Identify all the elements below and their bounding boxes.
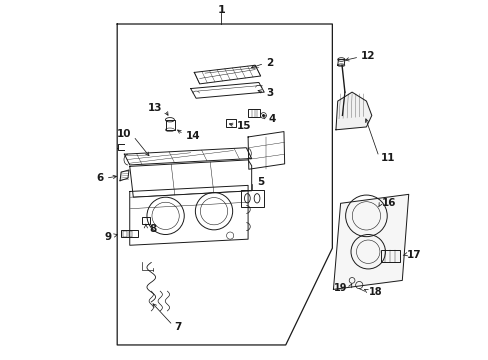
Text: 17: 17 xyxy=(406,250,421,260)
Text: 19: 19 xyxy=(334,283,347,293)
Polygon shape xyxy=(333,194,408,289)
Text: 8: 8 xyxy=(149,225,156,234)
Text: 13: 13 xyxy=(148,103,163,113)
Bar xyxy=(123,231,126,237)
Text: 15: 15 xyxy=(236,121,251,131)
Bar xyxy=(241,190,264,207)
Text: 14: 14 xyxy=(185,131,200,140)
Text: 7: 7 xyxy=(174,322,182,332)
Text: 11: 11 xyxy=(380,153,394,163)
Text: 5: 5 xyxy=(257,177,264,187)
Bar xyxy=(121,230,138,237)
Bar xyxy=(380,249,400,262)
Text: 10: 10 xyxy=(117,129,131,139)
Text: 1: 1 xyxy=(217,5,224,15)
Text: 9: 9 xyxy=(104,232,112,242)
Text: 12: 12 xyxy=(360,51,375,61)
Circle shape xyxy=(262,115,264,116)
Text: 2: 2 xyxy=(265,58,273,68)
Text: 18: 18 xyxy=(368,287,382,297)
Bar xyxy=(128,231,132,237)
Bar xyxy=(247,109,259,117)
Text: 3: 3 xyxy=(265,88,273,98)
Bar xyxy=(142,217,150,224)
Text: 16: 16 xyxy=(381,198,395,208)
Text: 6: 6 xyxy=(97,173,104,183)
Text: 4: 4 xyxy=(268,114,275,124)
Polygon shape xyxy=(335,92,371,130)
Bar xyxy=(225,119,235,127)
